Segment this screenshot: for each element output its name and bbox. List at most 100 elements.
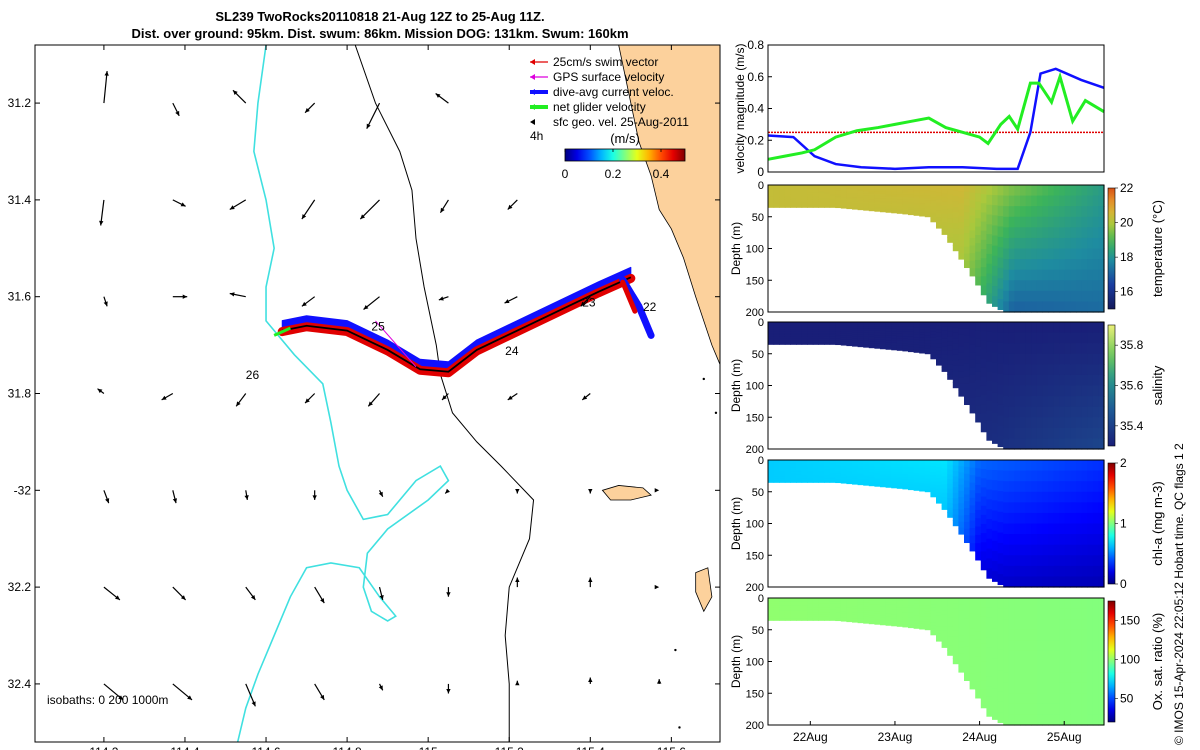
x-tick-label: 114.2 (89, 745, 118, 750)
section-cell (773, 197, 780, 201)
section-cell (768, 194, 775, 197)
section-cell (801, 460, 808, 463)
section-cell (829, 203, 836, 206)
net-glider-velocity-mark (273, 326, 291, 337)
section-cell (773, 334, 780, 338)
section-cell (1025, 555, 1032, 567)
section-cell (852, 600, 859, 603)
section-cell (818, 469, 825, 472)
section-cell (1014, 227, 1021, 239)
section-cell (969, 397, 976, 406)
section-cell (1087, 427, 1094, 440)
section-cell (964, 322, 971, 330)
section-cell (829, 618, 836, 621)
section-cell (784, 342, 791, 345)
section-cell (807, 480, 814, 483)
section-cell (969, 245, 976, 254)
section-cell (818, 599, 825, 603)
section-cell (975, 631, 982, 641)
section-cell (1053, 672, 1060, 684)
section-cell (852, 618, 859, 621)
section-cell (924, 605, 931, 610)
section-cell (1059, 237, 1066, 250)
section-cell (896, 623, 903, 627)
section-cell (1048, 417, 1055, 429)
section-cell (790, 329, 797, 332)
section-cell (936, 463, 943, 468)
section-cell (975, 614, 982, 624)
section-cell (790, 194, 797, 197)
section-cell (1092, 703, 1099, 716)
section-cell (891, 208, 898, 211)
section-cell (790, 612, 797, 616)
section-cell (784, 472, 791, 476)
section-cell (913, 349, 920, 353)
section-cell (896, 347, 903, 351)
current-vector-head (580, 301, 586, 307)
section-cell (1064, 502, 1071, 514)
section-cell (779, 205, 786, 208)
section-cell (1053, 374, 1060, 387)
section-cell (952, 652, 959, 659)
section-cell (964, 219, 971, 227)
section-cell (1008, 682, 1015, 694)
section-cell (924, 483, 931, 487)
section-cell (807, 463, 814, 467)
section-cell (779, 334, 786, 338)
section-cell (824, 331, 831, 334)
velocity-frame (767, 44, 1105, 173)
section-cell (1025, 640, 1032, 652)
section-cell (975, 193, 982, 203)
section-cell (1003, 598, 1010, 610)
section-cell (835, 478, 842, 482)
colorbar-tick-label: 22 (1120, 181, 1134, 195)
section-cell (975, 493, 982, 503)
section-cell (880, 198, 887, 202)
section-cell (1025, 227, 1032, 239)
section-cell (902, 481, 909, 485)
section-cell (1048, 512, 1055, 525)
section-cell (980, 358, 987, 369)
section-cell (913, 485, 920, 489)
section-cell (1053, 693, 1060, 705)
section-cell (980, 221, 987, 232)
section-cell (891, 616, 898, 620)
section-cell (986, 253, 993, 265)
section-cell (790, 603, 797, 607)
section-cell (1098, 703, 1105, 716)
section-cell (812, 609, 819, 612)
section-cell (863, 466, 870, 469)
section-cell (1042, 343, 1049, 355)
section-cell (840, 463, 847, 467)
current-vector-head (654, 488, 660, 493)
section-cell (997, 680, 1004, 692)
section-cell (891, 598, 898, 601)
section-cell (936, 192, 943, 197)
section-cell (969, 535, 976, 544)
section-cell (835, 194, 842, 197)
section-cell (1008, 544, 1015, 556)
section-cell (796, 463, 803, 467)
section-cell (1008, 523, 1015, 535)
section-cell (1020, 629, 1027, 641)
section-cell (1020, 385, 1027, 397)
section-cell (1020, 269, 1027, 281)
section-cell (992, 322, 999, 333)
section-cell (1059, 427, 1066, 440)
section-cell (964, 185, 971, 193)
section-cell (1031, 259, 1038, 271)
section-cell (874, 345, 881, 349)
day-label: 26 (246, 368, 260, 382)
section-cell (840, 603, 847, 607)
section-cell (868, 339, 875, 342)
section-cell (964, 349, 971, 357)
section-cell (896, 333, 903, 337)
section-cell (868, 617, 875, 620)
section-cell (846, 475, 853, 479)
section-cell (969, 490, 976, 499)
section-cell (1059, 364, 1066, 376)
section-cell (908, 620, 915, 624)
section-cell (1042, 427, 1049, 440)
section-cell (980, 607, 987, 617)
section-cell (868, 208, 875, 212)
